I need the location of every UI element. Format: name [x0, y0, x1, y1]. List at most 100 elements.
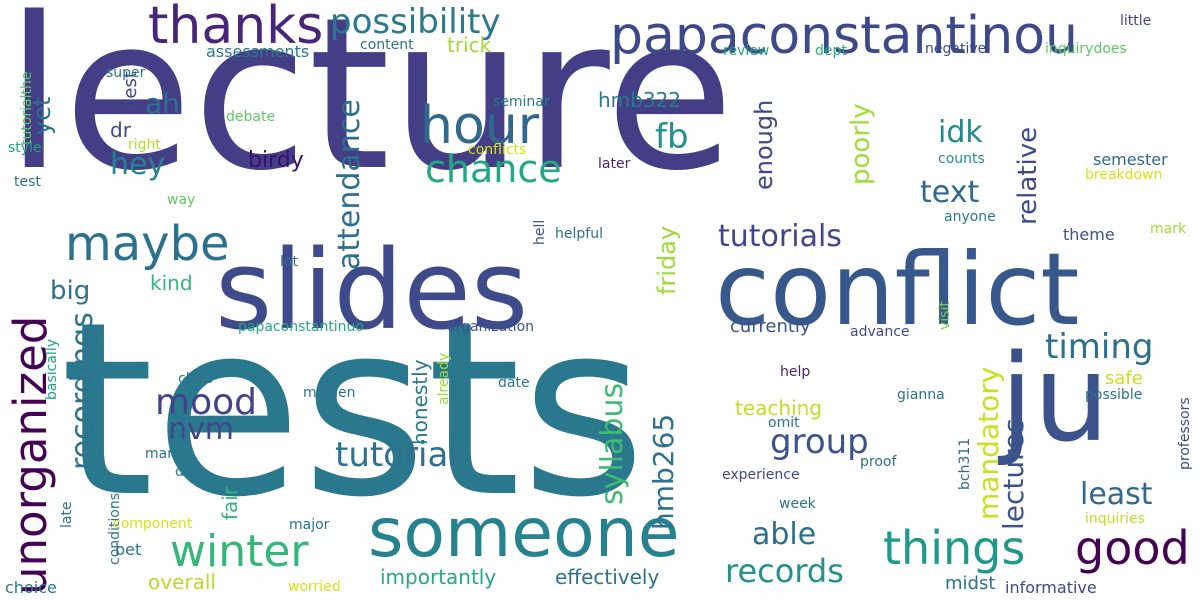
cloud-word: helpful [555, 226, 603, 242]
cloud-word: effectively [555, 565, 660, 589]
cloud-word: lecture [5, 0, 735, 217]
cloud-word: timing [1045, 327, 1154, 367]
cloud-word: due [175, 464, 202, 480]
cloud-word: idk [938, 115, 983, 150]
cloud-word: counts [938, 151, 985, 167]
cloud-word: thanks [148, 0, 324, 56]
cloud-word: date [498, 375, 530, 391]
cloud-word: teaching [735, 396, 823, 420]
cloud-word: good [1075, 521, 1190, 575]
cloud-word: friday [653, 225, 681, 295]
cloud-word: importantly [380, 565, 497, 589]
cloud-word: tutorialthe [19, 71, 35, 145]
cloud-word: seminar [493, 94, 550, 110]
cloud-word: enough [750, 99, 778, 190]
cloud-word: fb [655, 117, 689, 157]
cloud-word: able [752, 517, 817, 552]
cloud-word: worried [288, 579, 341, 595]
cloud-word: late [59, 501, 75, 528]
cloud-word: tutorials [718, 219, 842, 254]
cloud-word: hmb322 [598, 88, 682, 112]
cloud-word: currently [730, 316, 811, 337]
cloud-word: mood [155, 382, 257, 423]
cloud-word: marks [145, 446, 189, 462]
cloud-word: dr [110, 118, 131, 142]
cloud-word: syllabus [595, 382, 630, 505]
cloud-word: conflict [715, 231, 1080, 348]
cloud-word: chance [425, 147, 562, 191]
cloud-word: lot [280, 254, 298, 270]
cloud-word: little [1120, 13, 1152, 29]
cloud-word: safe [1105, 368, 1143, 389]
cloud-word: things [883, 521, 1026, 575]
cloud-word: trick [447, 33, 492, 57]
cloud-word: proof [860, 454, 897, 470]
cloud-word: bet [115, 540, 142, 559]
cloud-word: hmb265 [647, 413, 680, 530]
cloud-word: molgen [303, 385, 356, 401]
cloud-word: someone [368, 494, 680, 573]
cloud-word: semester [1093, 150, 1168, 169]
cloud-word: ju [1000, 330, 1110, 469]
cloud-word: ah [145, 87, 180, 120]
cloud-word: big [50, 276, 91, 306]
cloud-word: later [598, 156, 631, 172]
cloud-word: basically [44, 339, 60, 400]
cloud-word: recordings [65, 312, 100, 470]
cloud-word: choice [5, 578, 57, 597]
cloud-word: text [920, 175, 980, 210]
cloud-word: test [14, 174, 41, 190]
cloud-word: tutorial [335, 435, 458, 475]
cloud-word: possibility [330, 2, 501, 42]
cloud-word: breakdown [1085, 167, 1163, 183]
cloud-word: papaconstantinou [610, 6, 1078, 66]
cloud-word: group [770, 422, 869, 462]
cloud-word: theme [1063, 225, 1115, 244]
cloud-word: conflicts [468, 142, 527, 158]
cloud-word: experience [722, 467, 800, 483]
cloud-word: lectures [997, 418, 1030, 530]
cloud-word: gianna [897, 387, 945, 403]
cloud-word: midst [945, 573, 996, 594]
cloud-word: papaconstantinuo [238, 319, 364, 335]
cloud-word: week [779, 496, 816, 512]
cloud-word: negative [925, 41, 987, 57]
cloud-word: anyone [944, 209, 996, 225]
cloud-word: honestly [408, 359, 432, 445]
cloud-word: hell [532, 219, 548, 245]
cloud-word: dept [815, 43, 847, 59]
cloud-word: attendance [332, 99, 367, 270]
cloud-word: slides [215, 226, 529, 354]
cloud-word: birdy [248, 148, 304, 173]
cloud-word: records [725, 552, 844, 590]
cloud-word: winter [170, 526, 309, 577]
cloud-word: advance [850, 324, 910, 340]
cloud-word: organization [447, 319, 535, 335]
cloud-word: maybe [65, 216, 230, 272]
cloud-word: inquiries [1085, 511, 1145, 527]
cloud-word: way [167, 192, 196, 208]
cloud-word: overall [148, 570, 216, 594]
cloud-word: debate [226, 109, 276, 125]
cloud-word: assessments [206, 42, 310, 61]
cloud-word: least [1080, 477, 1153, 512]
cloud-word: professors [1177, 397, 1193, 470]
cloud-word: possible [1085, 387, 1143, 403]
cloud-word: hour [420, 96, 540, 156]
cloud-word: kind [150, 271, 193, 295]
cloud-word: poorly [846, 103, 876, 185]
cloud-word: style [8, 140, 42, 156]
cloud-word: inquirydoes [1045, 41, 1127, 57]
cloud-word: content [360, 37, 414, 53]
cloud-word: tests [60, 270, 646, 550]
cloud-word: mark [1150, 221, 1187, 237]
cloud-word: fair [218, 486, 242, 520]
cloud-word: hey [110, 147, 166, 182]
cloud-word: nvm [168, 412, 234, 447]
cloud-word: informative [1005, 578, 1097, 597]
cloud-word: omit [768, 415, 800, 431]
cloud-word: relative [1013, 126, 1043, 225]
cloud-word: bch311 [957, 437, 973, 490]
cloud-word: already [436, 352, 452, 405]
